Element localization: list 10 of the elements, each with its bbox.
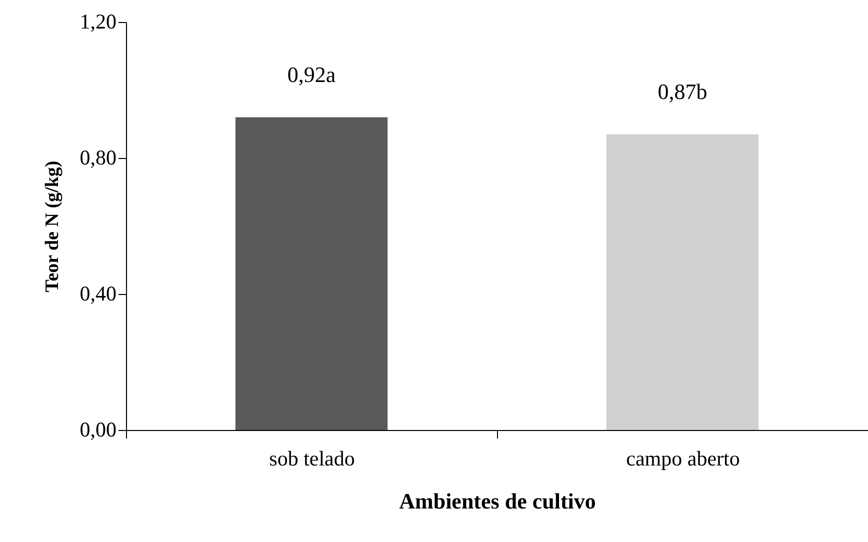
y-tick-label: 0,00: [80, 418, 116, 442]
x-axis-title: Ambientes de cultivo: [399, 488, 596, 514]
x-tick-label: sob telado: [269, 446, 355, 470]
y-tick-label: 1,20: [80, 10, 116, 34]
data-label: 0,87b: [658, 79, 708, 104]
data-label: 0,92a: [287, 62, 336, 88]
x-tick-label: campo aberto: [626, 446, 740, 470]
y-tick-label: 0,80: [80, 146, 116, 170]
y-axis-title: Teor de N (g/kg): [42, 160, 63, 292]
y-tick-label: 0,40: [80, 282, 116, 306]
